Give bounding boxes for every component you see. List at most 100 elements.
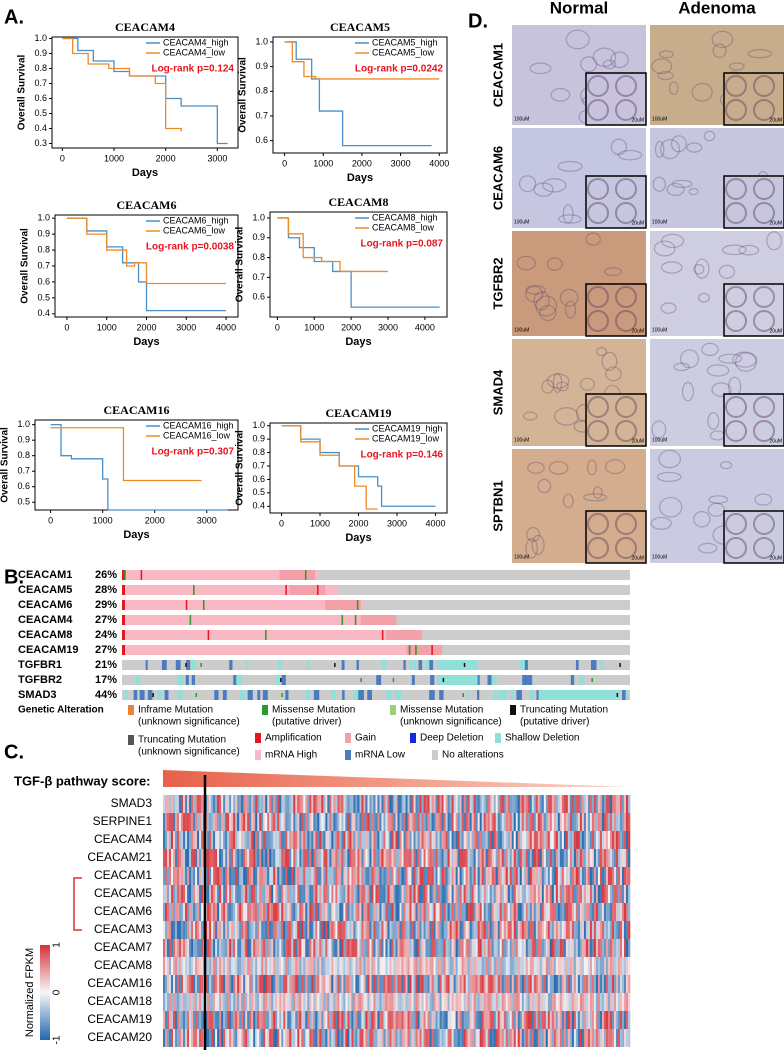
heatmap-cell [471,975,474,993]
heatmap-cell [217,921,220,939]
heatmap-cell [299,1011,302,1029]
heatmap-cell [253,813,256,831]
scale-label: 100uM [652,219,667,225]
alteration [600,660,605,670]
heatmap-cell [381,885,384,903]
heatmap-cell [437,1029,440,1047]
heatmap-cell [543,975,547,993]
heatmap-cell [163,831,166,849]
heatmap-cell [497,813,501,831]
heatmap-cell [259,957,262,975]
heatmap-cell [171,993,174,1011]
heatmap-cell [347,885,350,903]
heatmap-cell [581,849,585,867]
heatmap-cell [489,813,492,831]
heatmap-cell [231,921,234,939]
heatmap-cell [579,1029,583,1047]
heatmap-cell [243,831,246,849]
heatmap-cell [279,1011,282,1029]
heatmap-cell [439,993,442,1011]
heatmap-cell [433,903,436,921]
heatmap-cell [219,921,222,939]
heatmap-cell [411,921,414,939]
heatmap-cell [441,939,444,957]
heatmap-cell [273,885,276,903]
heatmap-cell [357,1011,360,1029]
heatmap-cell [425,885,428,903]
heatmap-cell [247,885,250,903]
heatmap-cell [277,867,280,885]
heatmap-cell [411,993,414,1011]
heatmap-cell [187,957,190,975]
heatmap-cell [628,849,631,867]
heatmap-cell [493,1029,497,1047]
heatmap-cell [617,921,621,939]
heatmap-cell [265,831,268,849]
heatmap-cell [563,831,567,849]
inset-image [723,510,784,564]
heatmap-cell [585,921,589,939]
heatmap-cell [525,975,529,993]
heatmap-cell [555,921,559,939]
heatmap-cell [611,939,615,957]
heatmap-cell [339,813,342,831]
heatmap-cell [299,831,302,849]
legend-swatch [255,750,261,760]
tissue-texture [564,300,577,319]
heatmap-cell [561,1011,565,1029]
heatmap-cell [399,993,402,1011]
heatmap-cell [293,993,296,1011]
heatmap-cell [497,795,501,813]
heatmap-cell [481,1029,484,1047]
heatmap-cell [335,993,338,1011]
heatmap-cell [623,1029,627,1047]
heatmap-cell [259,1011,262,1029]
heatmap-cell [551,831,555,849]
heatmap-cell [249,867,252,885]
heatmap-cell [185,795,188,813]
heatmap-cell [491,1011,494,1029]
heatmap-cell [609,849,613,867]
heatmap-cell [521,867,525,885]
heatmap-cell [605,1011,609,1029]
heatmap-cell [549,939,553,957]
heatmap-cell [291,885,294,903]
plot-frame [272,36,448,154]
heatmap-cell [209,795,212,813]
heatmap-cell [285,975,288,993]
heatmap-cell [441,885,444,903]
heatmap-cell [177,1029,180,1047]
heatmap-cell [177,867,180,885]
alteration [426,660,430,670]
heatmap-cell [567,867,571,885]
heatmap-cell [193,867,196,885]
heatmap-cell [628,921,631,939]
heatmap-cell [313,903,316,921]
heatmap-cell [521,939,525,957]
heatmap-cell [543,813,547,831]
heatmap-cell [433,975,436,993]
heatmap-cell [265,939,268,957]
heatmap-cell [561,813,565,831]
heatmap-cell [451,795,454,813]
heatmap-cell [427,885,430,903]
heatmap-cell [557,795,561,813]
alteration-pct: 28% [95,584,117,596]
heatmap-cell [513,1029,517,1047]
heatmap-cell [461,867,464,885]
heatmap-cell [435,903,438,921]
heatmap-cell [487,1011,490,1029]
heatmap-cell [189,1029,192,1047]
heatmap-cell [253,1011,256,1029]
heatmap-cell [287,939,290,957]
alteration [233,675,239,685]
heatmap-cell [221,867,224,885]
heatmap-cell [247,813,250,831]
heatmap-cell [303,1029,306,1047]
heatmap-cell [303,939,306,957]
heatmap-cell [235,993,238,1011]
tissue-texture [707,502,726,517]
heatmap-cell [601,903,605,921]
heatmap-cell [481,993,484,1011]
heatmap-cell [295,939,298,957]
